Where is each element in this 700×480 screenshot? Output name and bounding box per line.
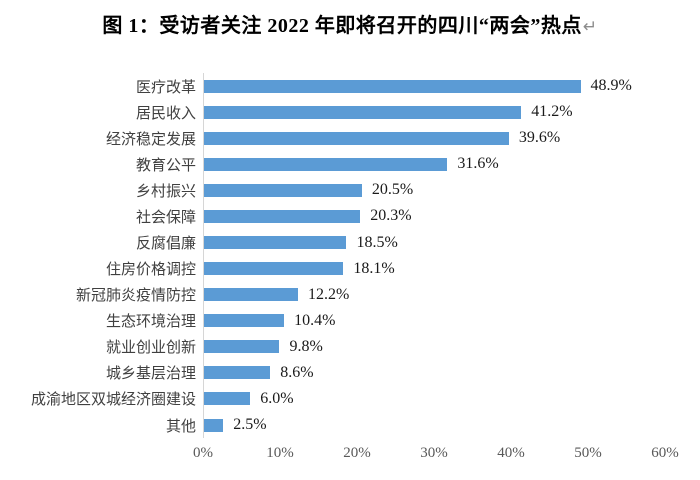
bar bbox=[204, 157, 448, 171]
x-tick-label: 10% bbox=[266, 445, 294, 461]
category-label: 经济稳定发展 bbox=[105, 130, 196, 148]
value-label: 2.5% bbox=[233, 416, 267, 434]
category-label: 成渝地区双城经济圈建设 bbox=[30, 391, 196, 409]
x-tick-label: 0% bbox=[193, 445, 213, 461]
bar-row: 18.1% bbox=[204, 256, 666, 282]
bar bbox=[204, 131, 509, 145]
bar-row: 2.5% bbox=[204, 412, 666, 438]
value-label: 39.6% bbox=[518, 129, 561, 147]
category-label: 社会保障 bbox=[135, 208, 196, 226]
value-label: 10.4% bbox=[294, 311, 336, 329]
category-label: 生态环境治理 bbox=[105, 313, 196, 331]
value-label: 20.3% bbox=[370, 207, 412, 225]
value-label: 6.0% bbox=[260, 389, 294, 407]
category-label: 居民收入 bbox=[135, 104, 196, 122]
value-label: 18.1% bbox=[353, 259, 395, 277]
value-label: 9.8% bbox=[289, 337, 323, 355]
category-label: 乡村振兴 bbox=[135, 182, 196, 200]
category-label: 反腐倡廉 bbox=[135, 235, 196, 252]
bar bbox=[204, 314, 285, 328]
bar bbox=[204, 288, 298, 302]
value-label: 8.6% bbox=[280, 363, 314, 381]
chart-title-text: 图 1：受访者关注 2022 年即将召开的四川“两会”热点 bbox=[102, 15, 582, 37]
x-tick-label: 40% bbox=[497, 445, 525, 461]
bar bbox=[204, 209, 361, 223]
category-label: 住房价格调控 bbox=[105, 261, 196, 279]
plot-area: 48.9% 41.2% 39.6% 31.6% 20.5% 20.3% 18.5% 18.1%… bbox=[203, 73, 666, 438]
bar bbox=[204, 105, 522, 119]
category-label: 就业创业创新 bbox=[105, 339, 196, 357]
bar-row: 39.6% bbox=[204, 125, 666, 151]
value-label: 41.2% bbox=[531, 103, 573, 121]
bar-row: 20.5% bbox=[204, 177, 666, 203]
bar bbox=[204, 418, 224, 432]
value-label: 12.2% bbox=[307, 285, 350, 303]
bar-row: 31.6% bbox=[204, 151, 666, 177]
category-axis: 医疗改革居民收入经济稳定发展教育公平乡村振兴社会保障反腐倡廉住房价格调控新冠肺炎… bbox=[0, 73, 196, 438]
bar-row: 12.2% bbox=[204, 282, 666, 308]
bar bbox=[204, 79, 581, 93]
bar bbox=[204, 183, 362, 197]
x-tick-label: 20% bbox=[343, 445, 371, 461]
value-label: 48.9% bbox=[590, 77, 632, 95]
x-tick-label: 60% bbox=[651, 445, 679, 461]
bar-row: 8.6% bbox=[204, 360, 666, 386]
category-label: 新冠肺炎疫情防控 bbox=[75, 287, 196, 305]
bar-row: 10.4% bbox=[204, 308, 666, 334]
bar bbox=[204, 392, 251, 406]
category-label: 教育公平 bbox=[135, 156, 196, 174]
category-label: 医疗改革 bbox=[135, 78, 196, 96]
paragraph-return-mark: ↵ bbox=[582, 17, 598, 37]
x-axis: 0% 10% 20% 30% 40% 50% 60% bbox=[193, 445, 693, 467]
bar-row: 9.8% bbox=[204, 334, 666, 360]
category-label: 其他 bbox=[165, 417, 196, 435]
value-label: 18.5% bbox=[356, 233, 398, 251]
bar-row: 41.2% bbox=[204, 99, 666, 125]
bar-row: 18.5% bbox=[204, 229, 666, 255]
x-tick-label: 50% bbox=[574, 445, 602, 461]
value-label: 31.6% bbox=[457, 155, 499, 173]
bar bbox=[204, 236, 347, 249]
category-label: 城乡基层治理 bbox=[105, 365, 196, 383]
bar-row: 48.9% bbox=[204, 73, 666, 99]
bar-row: 20.3% bbox=[204, 203, 666, 229]
bar bbox=[204, 366, 271, 380]
chart-title: 图 1：受访者关注 2022 年即将召开的四川“两会”热点↵ bbox=[0, 9, 700, 38]
bar bbox=[204, 262, 344, 276]
x-tick-label: 30% bbox=[420, 445, 448, 461]
bar bbox=[204, 340, 280, 354]
bar-row: 6.0% bbox=[204, 386, 666, 412]
value-label: 20.5% bbox=[371, 181, 414, 199]
